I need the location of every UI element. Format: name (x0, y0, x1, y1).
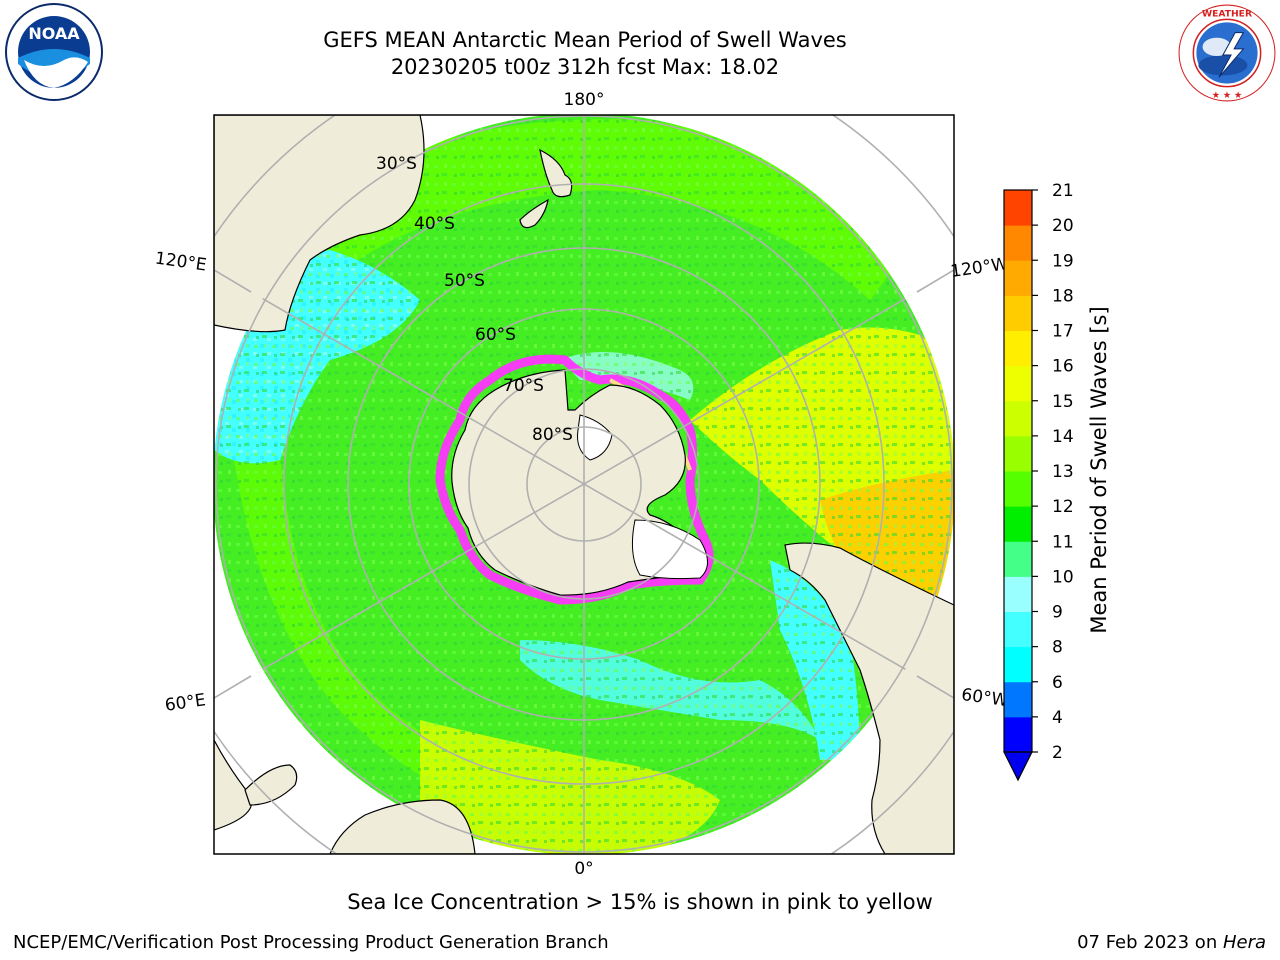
map-frame (213, 114, 955, 855)
colorbar-segment (1004, 506, 1032, 542)
colorbar-segment (1004, 190, 1032, 226)
lat-label-50s: 50°S (444, 271, 485, 291)
colorbar-tick-label: 20 (1052, 216, 1074, 236)
landmasses (214, 115, 954, 854)
colorbar-segment (1004, 365, 1032, 402)
colorbar-segment (1004, 716, 1032, 753)
footer-date: 07 Feb 2023 on Hera (1077, 932, 1266, 953)
weddell-ice-shelf (631, 519, 708, 580)
colorbar-tick-label: 16 (1052, 357, 1074, 377)
colorbar-tick-label: 8 (1052, 638, 1063, 658)
colorbar-segment (1004, 295, 1032, 331)
colorbar-segment (1004, 260, 1032, 296)
colorbar-tick-label: 21 (1052, 181, 1074, 201)
lon-label-0: 0° (574, 859, 593, 879)
land-new-zealand-south (519, 198, 549, 229)
colorbar-tick-label: 6 (1052, 673, 1063, 693)
colorbar-tick-label: 11 (1052, 532, 1074, 552)
nws-logo: WEATHER ★ ★ ★ (1178, 4, 1276, 102)
meridian-60e-120w (250, 291, 918, 677)
land-south-america (784, 542, 954, 854)
noaa-logo-text: NOAA (28, 24, 80, 43)
colorbar-segment (1004, 611, 1032, 648)
colorbar-segment (1004, 646, 1032, 683)
sea-ice-edge (435, 354, 714, 605)
colorbar-segment (1004, 541, 1032, 577)
lat-label-60s: 60°S (475, 325, 516, 345)
lon-label-60e: 60°E (164, 690, 207, 715)
lon-label-60w: 60°W (960, 685, 1009, 711)
colorbar-tick-label: 12 (1052, 497, 1074, 517)
colorbar-extend-arrow (1003, 751, 1033, 782)
colorbar-tick-label: 13 (1052, 462, 1074, 482)
colorbar-segment (1004, 435, 1032, 472)
footer-credit: NCEP/EMC/Verification Post Processing Pr… (13, 932, 609, 953)
colorbar-segment (1004, 400, 1032, 437)
colorbar-tick-label: 10 (1052, 567, 1074, 587)
land-madagascar (244, 764, 298, 806)
nws-stars: ★ ★ ★ (1212, 90, 1243, 101)
colorbar-tick-label: 2 (1052, 743, 1063, 763)
colorbar-tick-label: 17 (1052, 322, 1074, 342)
lon-label-120e: 120°E (154, 249, 208, 276)
colorbar-tick-label: 9 (1052, 603, 1063, 623)
colorbar-tick-label: 15 (1052, 392, 1074, 412)
colorbar-segment (1004, 330, 1032, 367)
noaa-logo: NOAA (5, 3, 103, 101)
colorbar-segment (1004, 681, 1032, 718)
map-title: GEFS MEAN Antarctic Mean Period of Swell… (323, 28, 847, 52)
colorbar-segment (1004, 576, 1032, 612)
graticule (215, 115, 953, 854)
land-africa (329, 799, 476, 854)
colorbar-tick-label: 18 (1052, 286, 1074, 306)
lat-label-70s: 70°S (503, 376, 544, 396)
colorbar-segment (1004, 471, 1032, 507)
lon-label-120w: 120°W (949, 254, 1009, 282)
nws-ring-text: WEATHER (1202, 8, 1252, 19)
map-subtitle: 20230205 t00z 312h fcst Max: 18.02 (390, 55, 780, 79)
lat-label-80s: 80°S (532, 425, 573, 445)
lat-label-30s: 30°S (376, 154, 417, 174)
lat-label-40s: 40°S (414, 214, 455, 234)
sea-ice-caption: Sea Ice Concentration > 15% is shown in … (347, 890, 933, 914)
colorbar-tick-label: 14 (1052, 427, 1074, 447)
lon-label-180: 180° (564, 90, 605, 110)
footer-host: Hera (1222, 932, 1266, 953)
colorbar-tick-label: 4 (1052, 708, 1063, 728)
colorbar-segment (1004, 225, 1032, 261)
colorbar-tick-label: 19 (1052, 251, 1074, 271)
colorbar-label: Mean Period of Swell Waves [s] (1087, 306, 1111, 633)
map-area: 30°S 40°S 50°S 60°S 70°S 80°S (214, 115, 954, 854)
footer-date-text: 07 Feb 2023 on (1077, 932, 1223, 953)
land-australia (214, 115, 425, 333)
graticule-outer (214, 115, 954, 854)
colorbar: 2 4 6 8 9 10 11 12 13 14 15 16 17 18 19 20 21 (1003, 181, 1074, 782)
